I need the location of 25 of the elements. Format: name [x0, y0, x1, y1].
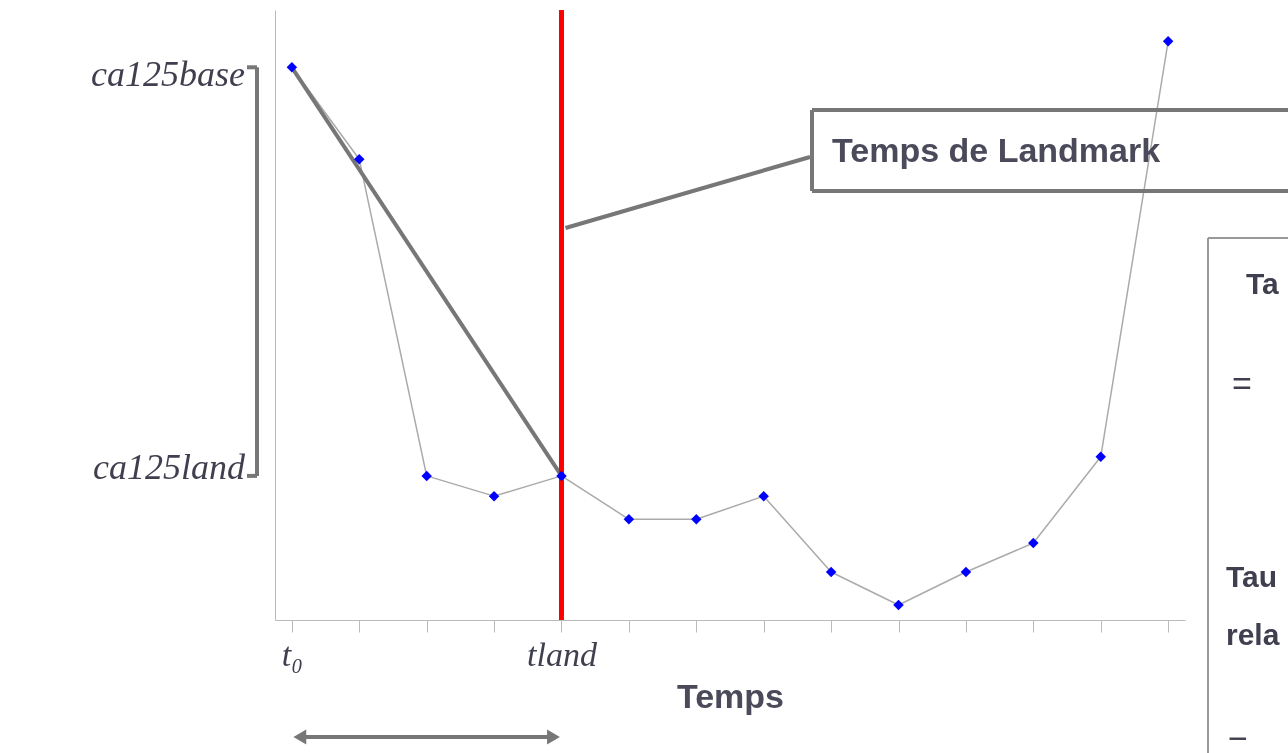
- point: [1095, 451, 1106, 463]
- text: rela: [1226, 618, 1280, 651]
- text: Tau: [1226, 560, 1278, 593]
- point: [893, 599, 904, 611]
- point: [421, 470, 432, 482]
- point: [1028, 537, 1039, 549]
- point: [1162, 36, 1174, 47]
- text: =: [1232, 364, 1252, 402]
- point: [286, 62, 298, 73]
- point: [960, 566, 972, 578]
- point: [691, 514, 702, 525]
- point: [354, 154, 365, 165]
- text: −: [1228, 719, 1248, 753]
- x-axis-title: Temps: [676, 676, 785, 715]
- point: [623, 514, 635, 525]
- ref-line-label: Temps de Landmark: [832, 131, 1161, 169]
- point: [556, 470, 567, 482]
- point: [488, 490, 500, 502]
- point: [825, 566, 837, 578]
- text: Ta: [1246, 267, 1280, 300]
- text: ca125base: [91, 54, 246, 95]
- point: [758, 490, 769, 502]
- x-tick-label: t₀: [281, 635, 303, 673]
- x-tick-label: tland: [527, 635, 598, 673]
- text: ca125land: [93, 446, 246, 487]
